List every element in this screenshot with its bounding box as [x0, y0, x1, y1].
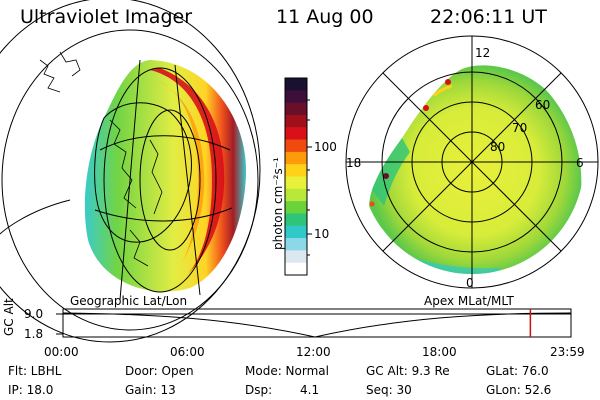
polar-image — [345, 35, 599, 289]
colorbar-band — [285, 238, 307, 251]
apex-panel-label: Apex MLat/MLT — [424, 294, 514, 308]
colorbar-band — [285, 164, 307, 177]
colorbar-band — [285, 201, 307, 214]
dsp-label: Dsp: — [245, 383, 273, 397]
mode-info: Mode: Normal — [245, 364, 329, 378]
timeline-x-tick-0600: 06:00 — [170, 345, 205, 359]
colorbar-band — [285, 90, 307, 104]
timeline-x-tick-2359: 23:59 — [550, 345, 585, 359]
gain-info: Gain: 13 — [125, 383, 176, 397]
colorbar-band — [285, 102, 307, 116]
mlat-label-60: 60 — [535, 98, 551, 112]
glat-info: GLat: 76.0 — [486, 364, 549, 378]
mlat-label-80: 80 — [490, 140, 506, 154]
observation-time: 22:06:11 UT — [430, 6, 547, 28]
colorbar-band — [285, 225, 307, 239]
colorbar-band — [285, 114, 307, 128]
colorbar-tick-10: 10 — [314, 227, 330, 241]
colorbar-band — [285, 188, 307, 202]
colorbar — [285, 78, 307, 276]
colorbar-band — [285, 127, 307, 141]
door-info: Door: Open — [125, 364, 194, 378]
colorbar-band — [285, 78, 307, 91]
colorbar-band — [285, 250, 307, 264]
colorbar-band — [285, 139, 307, 153]
colorbar-band — [285, 176, 307, 190]
imager-title: Ultraviolet Imager — [20, 6, 193, 28]
timeline-x-tick-1200: 12:00 — [296, 345, 331, 359]
colorbar-tick-100: 100 — [314, 140, 337, 154]
mlt-label-12: 12 — [475, 46, 491, 60]
seq-info: Seq: 30 — [366, 383, 412, 397]
timeline-x-tick-0000: 00:00 — [44, 345, 79, 359]
timeline-x-tick-1800: 18:00 — [422, 345, 457, 359]
mlt-label-0: 0 — [466, 276, 474, 290]
mlat-label-70: 70 — [512, 121, 528, 135]
glon-info: GLon: 52.6 — [486, 383, 552, 397]
ip-info: IP: 18.0 — [8, 383, 54, 397]
colorbar-band — [285, 151, 307, 165]
mlt-label-6: 6 — [576, 156, 584, 170]
gc-alt-info: GC Alt: 9.3 Re — [366, 364, 450, 378]
geographic-panel-label: Geographic Lat/Lon — [70, 294, 188, 308]
observation-date: 11 Aug 00 — [276, 6, 374, 28]
filter-info: Flt: LBHL — [8, 364, 62, 378]
colorbar-band — [285, 262, 307, 276]
timeline-axis-label: GC Alt — [2, 298, 16, 336]
timeline-y-tick-1: 1.8 — [24, 327, 44, 341]
timeline-plot — [56, 308, 572, 338]
mlt-label-18: 18 — [346, 156, 362, 170]
colorbar-unit-label: photon cm⁻²s⁻¹ — [271, 157, 285, 250]
dsp-value: 4.1 — [300, 383, 320, 397]
geographic-image — [0, 0, 261, 343]
timeline-y-tick-9: 9.0 — [24, 307, 44, 321]
colorbar-band — [285, 213, 307, 227]
